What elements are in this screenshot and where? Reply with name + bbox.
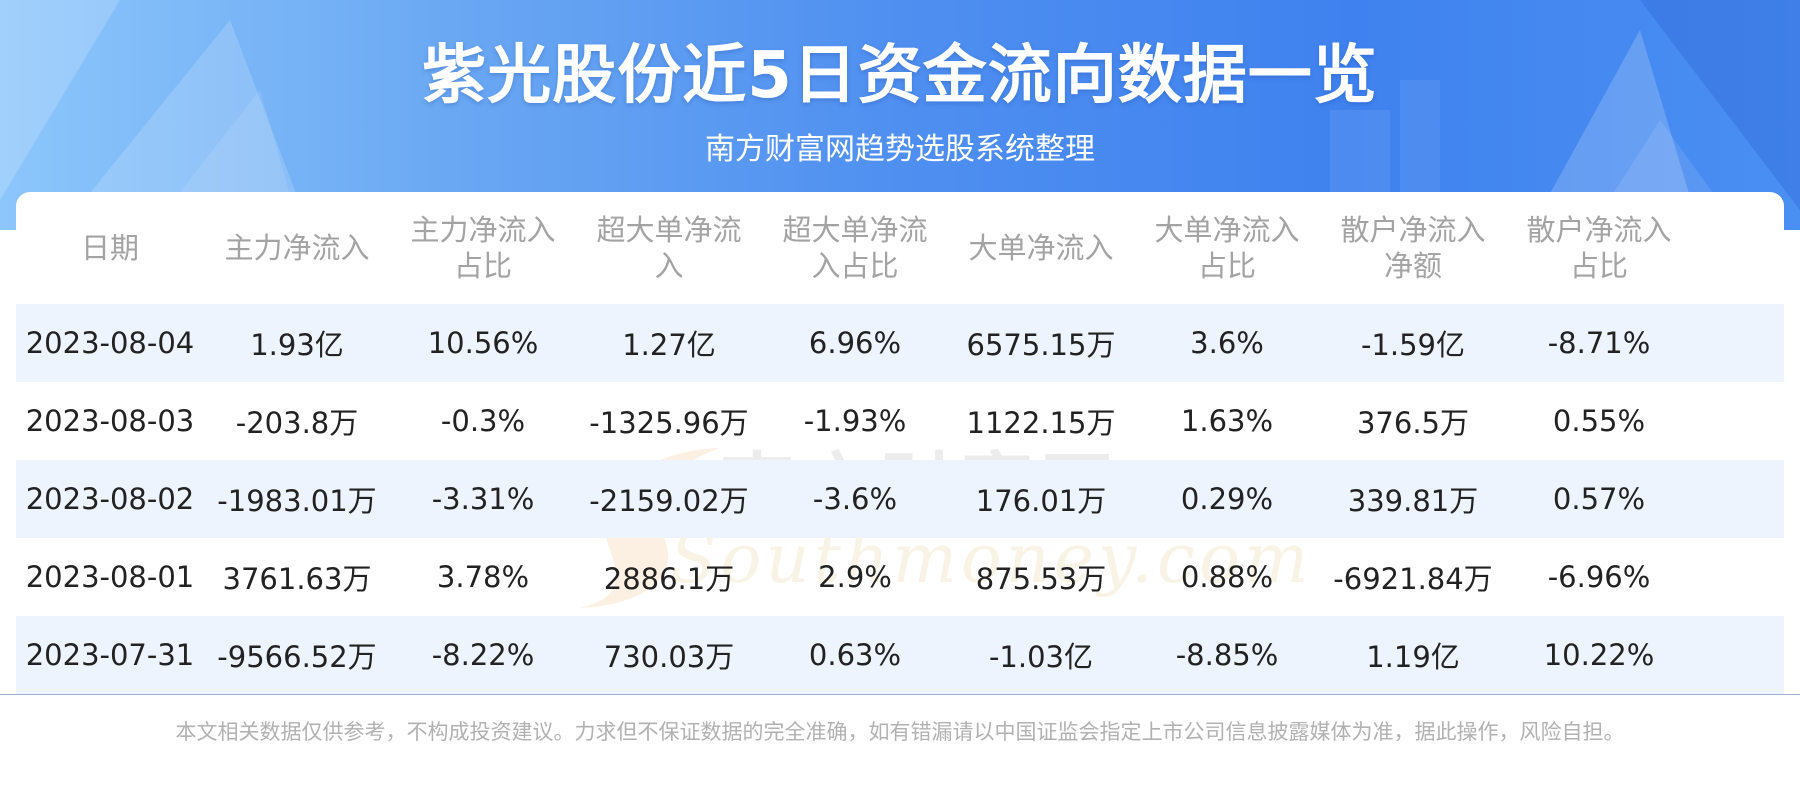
cell-super-large-net-inflow-ratio: 2.9% [818,560,892,594]
cell-retail-net-inflow: 339.81万 [1347,484,1479,518]
header-label-line: 超大单净流 [782,213,928,247]
header-cell: 日期 [16,192,204,304]
cell-retail-net-inflow: -1.59亿 [1360,328,1466,362]
cell-large-net-inflow-ratio: 0.88% [1180,560,1274,594]
cell-date: 2023-07-31 [25,638,195,672]
header-cell: 散户净流入 净额 [1320,192,1506,304]
cell-main-net-inflow-ratio: 3.78% [436,560,530,594]
cell-super-large-net-inflow-ratio: -3.6% [812,482,898,516]
header-label-line: 占比 [1569,249,1628,283]
cell-retail-net-inflow: 1.19亿 [1366,640,1460,674]
cell-main-net-inflow: -1983.01万 [217,484,377,518]
header-cell: 超大单净流 入占比 [762,192,948,304]
cell-super-large-net-inflow-ratio: 6.96% [808,326,902,360]
header-label-line: 大单净流入 [968,231,1114,265]
cell-main-net-inflow-ratio: -8.22% [431,638,535,672]
cell-main-net-inflow: -9566.52万 [217,640,377,674]
cell-super-large-net-inflow: -2159.02万 [589,484,749,518]
header-label-line: 入 [654,249,684,283]
header-banner: 紫光股份近5日资金流向数据一览 南方财富网趋势选股系统整理 [0,0,1800,230]
cell-main-net-inflow: -203.8万 [235,406,359,440]
cell-main-net-inflow-ratio: -3.31% [431,482,535,516]
cell-date: 2023-08-02 [25,482,195,516]
header-cell: 主力净流入 占比 [390,192,576,304]
cell-super-large-net-inflow: 1.27亿 [622,328,716,362]
header-cell: 大单净流入 占比 [1134,192,1320,304]
page-title: 紫光股份近5日资金流向数据一览 [422,39,1378,113]
table-row: 2023-08-01 3761.63万 3.78% 2886.1万 2.9% 8… [16,538,1784,616]
header-cell: 超大单净流入 [576,192,762,304]
cell-date: 2023-08-04 [25,326,195,360]
header-label-line: 占比 [453,249,512,283]
cell-large-net-inflow: 6575.15万 [966,328,1116,362]
header-label-line: 日期 [80,231,139,265]
table-row: 2023-08-04 1.93亿 10.56% 1.27亿 6.96% 6575… [16,304,1784,382]
cell-super-large-net-inflow-ratio: -1.93% [803,404,907,438]
cell-date: 2023-08-01 [25,560,195,594]
header-label-line: 散户净流入 [1340,213,1486,247]
header-label-line: 占比 [1197,249,1256,283]
cell-main-net-inflow: 1.93亿 [250,328,344,362]
cell-retail-net-inflow-ratio: -6.96% [1547,560,1651,594]
header-label-line: 主力净流入 [224,231,370,265]
table-body: 2023-08-04 1.93亿 10.56% 1.27亿 6.96% 6575… [16,304,1784,694]
table-header: 日期 主力净流入 主力净流入 占比 超大单净流入 超大单净流 入占比 大单净流入 大… [16,192,1784,304]
cell-large-net-inflow: 1122.15万 [966,406,1116,440]
cell-date: 2023-08-03 [25,404,195,438]
disclaimer-text: 本文相关数据仅供参考，不构成投资建议。力求但不保证数据的完全准确，如有错漏请以中… [175,720,1625,744]
cell-super-large-net-inflow: 2886.1万 [603,562,735,596]
cell-large-net-inflow: 875.53万 [975,562,1107,596]
cell-large-net-inflow: 176.01万 [975,484,1107,518]
cell-retail-net-inflow-ratio: -8.71% [1547,326,1651,360]
cell-retail-net-inflow-ratio: 0.57% [1552,482,1646,516]
cell-retail-net-inflow-ratio: 10.22% [1543,638,1655,672]
cell-large-net-inflow-ratio: 1.63% [1180,404,1274,438]
table-row: 2023-08-03 -203.8万 -0.3% -1325.96万 -1.93… [16,382,1784,460]
table-row: 2023-07-31 -9566.52万 -8.22% 730.03万 0.63… [16,616,1784,694]
cell-retail-net-inflow: -6921.84万 [1333,562,1493,596]
table-card [16,192,1784,694]
header-label-line: 入占比 [811,249,899,283]
cell-large-net-inflow-ratio: -8.85% [1175,638,1279,672]
cell-large-net-inflow: -1.03亿 [988,640,1094,674]
page-subtitle: 南方财富网趋势选股系统整理 [705,132,1095,167]
table-row: 2023-08-02 -1983.01万 -3.31% -2159.02万 -3… [16,460,1784,538]
header-label-line: 主力净流入 [410,213,556,247]
cell-super-large-net-inflow-ratio: 0.63% [808,638,902,672]
table-bottom-divider [0,694,1800,695]
cell-main-net-inflow-ratio: 10.56% [427,326,539,360]
cell-super-large-net-inflow: -1325.96万 [589,406,749,440]
cell-main-net-inflow: 3761.63万 [222,562,372,596]
cell-super-large-net-inflow: 730.03万 [603,640,735,674]
header-label-line: 净额 [1383,249,1442,283]
header-cell: 散户净流入 占比 [1506,192,1692,304]
header-cell: 大单净流入 [948,192,1134,304]
header-label-line: 超大单净流 [596,213,742,247]
cell-main-net-inflow-ratio: -0.3% [440,404,526,438]
header-label-line: 散户净流入 [1526,213,1672,247]
cell-retail-net-inflow-ratio: 0.55% [1552,404,1646,438]
banner-decoration [0,0,1800,230]
header-cell: 主力净流入 [204,192,390,304]
cell-large-net-inflow-ratio: 3.6% [1190,326,1264,360]
cell-large-net-inflow-ratio: 0.29% [1180,482,1274,516]
header-label-line: 大单净流入 [1154,213,1300,247]
cell-retail-net-inflow: 376.5万 [1356,406,1470,440]
